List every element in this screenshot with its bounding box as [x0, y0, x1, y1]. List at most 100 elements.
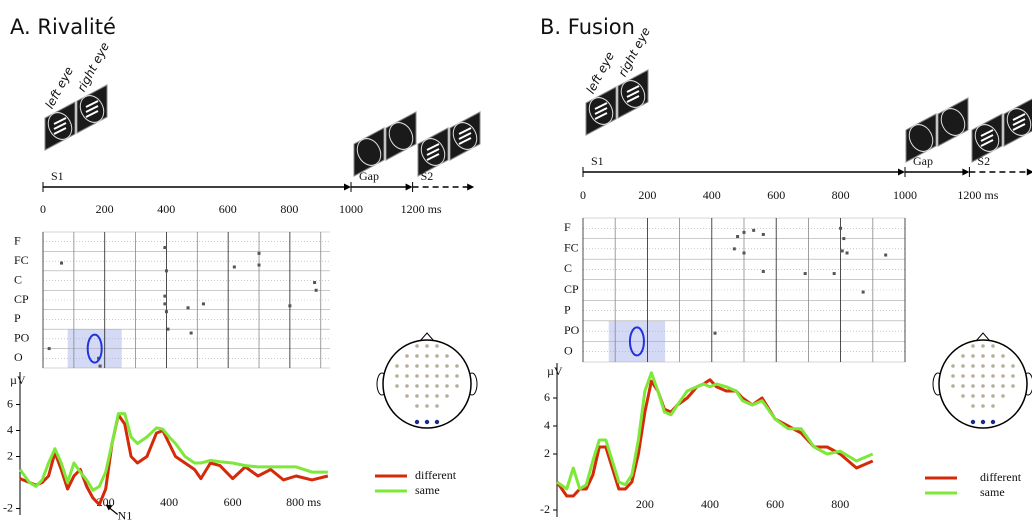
- stimulus-grating: [980, 139, 994, 147]
- electrode: [951, 384, 955, 388]
- raster-point: [201, 302, 205, 306]
- raster-point: [314, 288, 318, 292]
- raster-point: [232, 265, 236, 269]
- electrode: [971, 404, 975, 408]
- stimulus-ring: [420, 138, 446, 166]
- electrode: [991, 394, 995, 398]
- electrode: [435, 364, 439, 368]
- y-tick-label: 4: [544, 418, 550, 432]
- raster-point: [97, 356, 101, 360]
- stimulus-ring: [940, 108, 966, 136]
- raster-point: [742, 251, 746, 255]
- electrode: [425, 404, 429, 408]
- raster-point: [288, 304, 292, 308]
- timeline-tick-label: 600: [219, 202, 237, 216]
- raster-row-label: FC: [14, 253, 29, 267]
- electrode: [971, 364, 975, 368]
- electrode: [971, 374, 975, 378]
- stimulus-grating: [426, 148, 440, 156]
- electrode: [981, 354, 985, 358]
- electrode: [981, 394, 985, 398]
- stimulus-ring: [356, 138, 382, 166]
- raster-point: [186, 306, 190, 310]
- electrode: [425, 364, 429, 368]
- timeline-tick-label: 600: [767, 188, 785, 202]
- electrode: [951, 364, 955, 368]
- timeline-tick-label: 400: [703, 188, 721, 202]
- stimulus-grating: [594, 107, 608, 115]
- electrode: [415, 394, 419, 398]
- x-tick-label: 600: [224, 495, 242, 509]
- electrode: [435, 354, 439, 358]
- stimulus-grating: [85, 105, 99, 113]
- timeline-tick-label: 800: [280, 202, 298, 216]
- stimulus-s2: [1003, 98, 1032, 147]
- electrode: [991, 364, 995, 368]
- electrode: [435, 384, 439, 388]
- phase-label: S2: [977, 154, 990, 168]
- phase-label: S1: [51, 169, 64, 183]
- electrode: [971, 384, 975, 388]
- electrode: [971, 344, 975, 348]
- n1-marker: [86, 333, 103, 364]
- raster-point: [98, 364, 102, 368]
- stimulus-grating: [980, 129, 994, 137]
- electrode: [395, 374, 399, 378]
- y-axis-label: µV: [547, 364, 563, 378]
- legend-label: same: [980, 485, 1005, 499]
- arrow-head: [344, 183, 351, 191]
- stimulus-grating: [426, 153, 440, 161]
- electrode: [1001, 394, 1005, 398]
- y-tick-label: 2: [7, 448, 13, 462]
- timeline-tick-label: 400: [157, 202, 175, 216]
- electrode: [1011, 374, 1015, 378]
- panel-title: A. Rivalité: [10, 15, 116, 39]
- electrode: [981, 384, 985, 388]
- arrow-head: [962, 168, 970, 176]
- raster-row-label: F: [14, 233, 21, 247]
- electrode-occipital: [970, 419, 976, 425]
- raster-point: [736, 235, 740, 239]
- raster-point: [845, 251, 849, 255]
- electrode: [405, 364, 409, 368]
- electrode-occipital: [424, 419, 430, 425]
- stimulus-gap: [937, 97, 969, 147]
- stimulus-grating: [594, 102, 608, 110]
- electrode: [991, 374, 995, 378]
- timeline-tick-label: 200: [638, 188, 656, 202]
- electrode: [415, 344, 419, 348]
- electrode: [435, 404, 439, 408]
- raster-point: [189, 331, 193, 335]
- stimulus-grating: [85, 110, 99, 118]
- stimulus-grating: [53, 117, 67, 125]
- electrode: [455, 374, 459, 378]
- electrode: [981, 374, 985, 378]
- x-tick-label: 400: [701, 497, 719, 511]
- raster-point: [164, 269, 168, 273]
- raster-point: [803, 272, 807, 276]
- legend-label: different: [980, 470, 1022, 484]
- stimulus-ring: [588, 97, 614, 125]
- timeline-tick-label: 1200 ms: [957, 188, 998, 202]
- raster-point: [884, 253, 888, 257]
- raster-point: [732, 247, 736, 251]
- electrode: [445, 394, 449, 398]
- x-tick-label: 400: [160, 495, 178, 509]
- raster-point: [163, 294, 167, 298]
- stimulus-ring: [79, 95, 105, 123]
- electrode: [981, 364, 985, 368]
- raster-point: [164, 310, 168, 314]
- raster-point: [840, 249, 844, 253]
- electrode: [425, 394, 429, 398]
- electrode: [445, 384, 449, 388]
- electrode: [415, 374, 419, 378]
- raster-row-label: C: [564, 261, 572, 275]
- raster-row-label: CP: [564, 282, 579, 296]
- stimulus-grating: [426, 143, 440, 151]
- stimulus-ring: [620, 80, 646, 108]
- timeline-tick-label: 1000: [893, 188, 917, 202]
- electrode: [425, 344, 429, 348]
- electrode: [1011, 384, 1015, 388]
- electrode-occipital: [980, 419, 986, 425]
- n1-marker: [628, 326, 645, 357]
